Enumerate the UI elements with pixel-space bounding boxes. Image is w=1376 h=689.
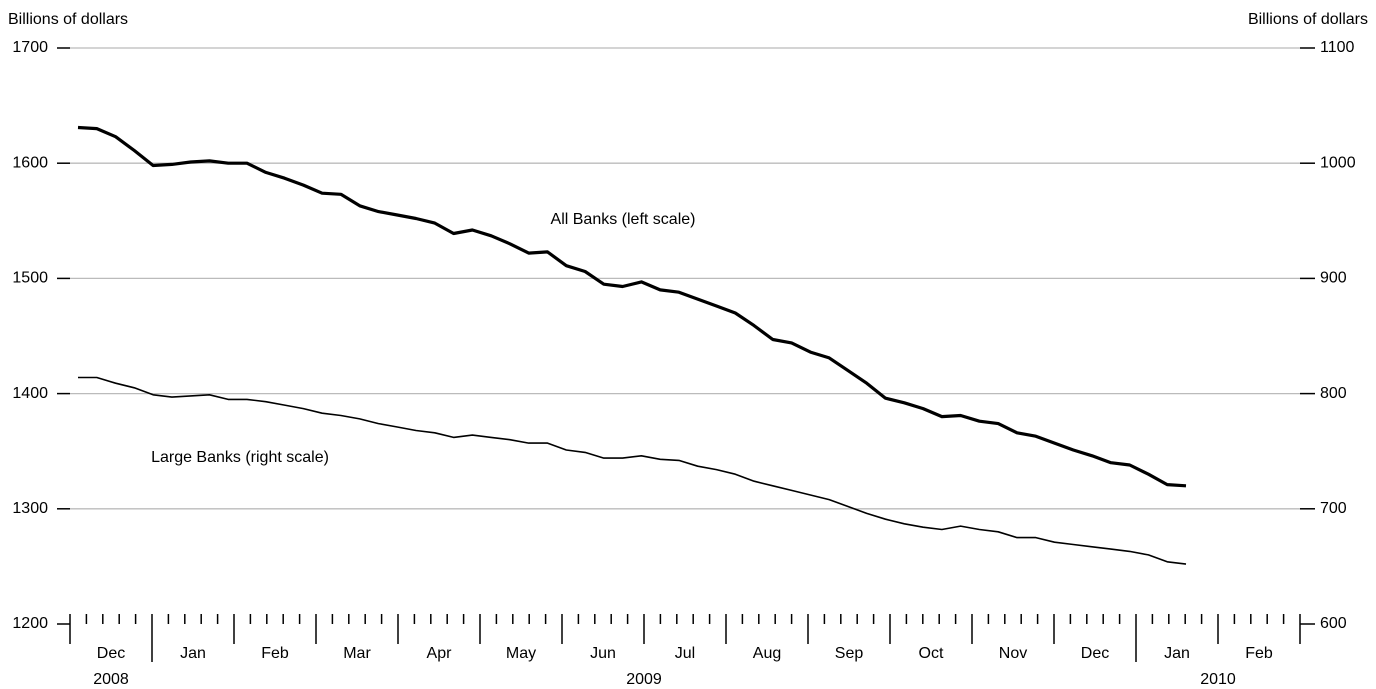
y2-tick-label: 1100 — [1320, 39, 1355, 56]
x-tick-label: Feb — [261, 645, 289, 662]
y2-tick-label: 800 — [1320, 385, 1347, 402]
y2-tick-label: 1000 — [1320, 154, 1356, 171]
y-tick-label: 1700 — [12, 39, 48, 56]
x-tick-label: May — [506, 645, 536, 662]
y-tick-label: 1300 — [12, 500, 48, 517]
series-label: Large Banks (right scale) — [151, 449, 329, 466]
year-label: 2008 — [93, 671, 129, 688]
y-tick-label: 1500 — [12, 270, 48, 287]
y-tick-label: 1600 — [12, 154, 48, 171]
x-tick-label: Mar — [343, 645, 371, 662]
y-tick-label: 1200 — [12, 615, 48, 632]
x-tick-label: Dec — [97, 645, 125, 662]
x-tick-label: Sep — [835, 645, 864, 662]
year-label: 2010 — [1200, 671, 1236, 688]
y2-tick-label: 900 — [1320, 270, 1347, 287]
x-tick-label: Jun — [590, 645, 616, 662]
y-axis-title: Billions of dollars — [8, 11, 128, 28]
x-tick-label: Feb — [1245, 645, 1273, 662]
x-tick-label: Jan — [180, 645, 206, 662]
x-tick-label: Jan — [1164, 645, 1190, 662]
x-tick-label: Apr — [427, 645, 453, 662]
y2-axis-title: Billions of dollars — [1248, 11, 1368, 28]
y2-tick-label: 600 — [1320, 615, 1347, 632]
x-tick-label: Oct — [919, 645, 944, 662]
series-label: All Banks (left scale) — [551, 211, 696, 228]
y-tick-label: 1400 — [12, 385, 48, 402]
x-tick-label: Jul — [675, 645, 695, 662]
series-line — [77, 125, 1187, 488]
x-tick-label: Aug — [753, 645, 781, 662]
x-tick-label: Nov — [999, 645, 1027, 662]
x-tick-label: Dec — [1081, 645, 1109, 662]
year-label: 2009 — [626, 671, 662, 688]
y2-tick-label: 700 — [1320, 500, 1347, 517]
series-line — [78, 376, 1187, 565]
